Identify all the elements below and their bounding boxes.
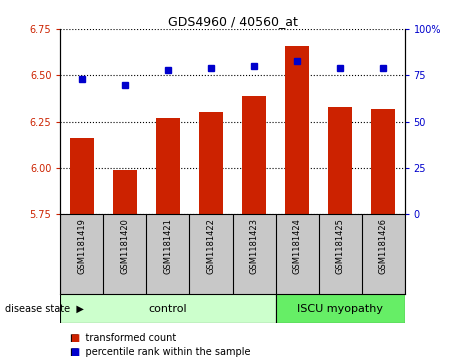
- Text: ■  percentile rank within the sample: ■ percentile rank within the sample: [70, 347, 250, 357]
- Bar: [156, 118, 180, 214]
- Text: GSM1181421: GSM1181421: [164, 218, 173, 274]
- Bar: [199, 112, 223, 214]
- Text: ■: ■: [70, 333, 79, 343]
- Text: GSM1181424: GSM1181424: [292, 218, 301, 274]
- Text: GSM1181423: GSM1181423: [250, 218, 259, 274]
- Bar: [371, 109, 395, 214]
- Bar: [70, 138, 94, 214]
- Text: ISCU myopathy: ISCU myopathy: [297, 303, 383, 314]
- Bar: [328, 107, 352, 214]
- Text: ■  transformed count: ■ transformed count: [70, 333, 176, 343]
- Text: GSM1181426: GSM1181426: [379, 218, 387, 274]
- Text: GSM1181422: GSM1181422: [206, 218, 215, 274]
- Text: GSM1181420: GSM1181420: [120, 218, 129, 274]
- Bar: [60, 294, 275, 323]
- Bar: [242, 96, 266, 214]
- Text: GSM1181425: GSM1181425: [336, 218, 345, 274]
- Title: GDS4960 / 40560_at: GDS4960 / 40560_at: [167, 15, 298, 28]
- Bar: [113, 170, 137, 214]
- Text: ■: ■: [70, 347, 79, 357]
- Bar: [275, 294, 405, 323]
- Text: GSM1181419: GSM1181419: [78, 218, 86, 274]
- Text: disease state  ▶: disease state ▶: [5, 303, 84, 314]
- Text: control: control: [149, 303, 187, 314]
- Bar: [285, 46, 309, 214]
